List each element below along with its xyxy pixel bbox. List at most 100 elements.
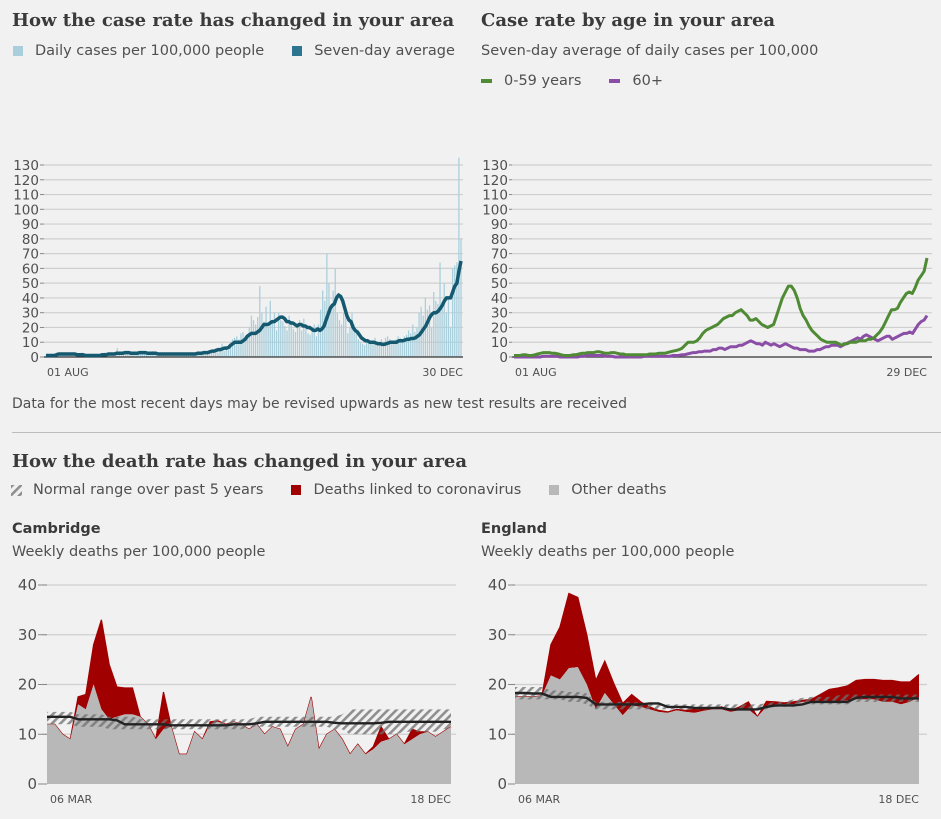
deaths-england-chart: 0 10 20 30 40 06 MAR 18 DEC [488,576,927,806]
daily-cases-bar [244,342,246,357]
hatch-icon [11,484,22,496]
daily-cases-bar [319,309,322,357]
daily-cases-bar [382,342,385,357]
daily-cases-bar [139,354,141,357]
daily-cases-bar [351,312,353,357]
daily-cases-bar [330,305,332,357]
daily-cases-bar [326,253,328,357]
y-tick-label: 100 [13,202,39,218]
daily-cases-bar [252,320,255,357]
daily-cases-bar [223,351,225,357]
daily-cases-bar [259,286,261,357]
daily-cases-bar [280,320,282,357]
x-tick-label-start: 01 AUG [515,366,557,379]
daily-cases-bar [458,157,460,357]
daily-cases-bar [217,352,219,357]
y-tick-label: 130 [482,158,508,174]
case-rate-legend: Daily cases per 100,000 people Seven-day… [13,43,483,59]
y-tick-label: 130 [13,158,39,174]
daily-cases-bar [296,327,299,357]
y-tick-label: 80 [491,232,508,248]
legend-label: Daily cases per 100,000 people [35,43,265,59]
daily-cases-bar [401,339,403,357]
x-tick-label-start: 01 AUG [47,366,89,379]
daily-cases-bar [238,339,240,357]
daily-cases-bar [227,349,229,357]
daily-cases-bar [267,327,269,357]
panel-subtitle-cambridge: Weekly deaths per 100,000 people [12,544,266,560]
daily-cases-bar [66,355,68,357]
y-tick-label: 60 [491,261,508,277]
age-rate-subtitle: Seven-day average of daily cases per 100… [481,43,819,59]
daily-cases-bar [303,318,305,357]
daily-cases-bar [349,327,351,357]
y-tick-label: 50 [22,276,39,292]
y-tick-label: 10 [491,335,508,351]
daily-cases-bar [156,354,158,357]
daily-cases-bar [391,340,393,357]
daily-cases-bar [284,325,286,357]
death-rate-legend: Normal range over past 5 years Deaths li… [11,482,695,498]
y-tick-label: 10 [22,335,39,351]
daily-cases-bar [240,333,242,357]
daily-cases-bar [422,315,424,357]
daily-cases-bar [234,337,236,357]
daily-cases-bar [412,324,414,357]
legend-item-60-plus: 60+ [609,73,663,89]
daily-cases-bar [108,355,110,357]
daily-cases-bar [313,324,315,357]
daily-cases-bar [292,328,294,357]
daily-cases-bar [231,339,234,357]
y-tick-label: 110 [482,188,508,204]
data-revision-note: Data for the most recent days may be rev… [12,396,627,412]
average-deaths-line [515,691,919,711]
daily-cases-bar [405,334,408,357]
legend-label: Deaths linked to coronavirus [313,482,522,498]
y-tick-label: 80 [22,232,39,248]
legend-label: Normal range over past 5 years [33,482,264,498]
daily-cases-bar [389,339,391,357]
y-tick-label: 40 [22,291,39,307]
age-rate-title: Case rate by age in your area [481,10,776,31]
other-deaths-swatch-icon [549,485,560,495]
daily-cases-bar [449,327,452,357]
daily-cases-bar [263,321,265,357]
daily-cases-bar [410,333,412,357]
series-60-plus-line [514,314,929,359]
daily-cases-bar [437,303,439,357]
daily-cases-bar [361,343,364,357]
daily-cases-bar [435,300,437,357]
y-tick-label: 70 [491,247,508,263]
x-tick-label-start: 06 MAR [518,793,561,806]
daily-cases-bar [137,354,139,357]
daily-cases-bar [336,312,338,357]
daily-cases-bar [342,312,345,357]
daily-cases-bar [384,337,387,357]
daily-cases-bar [189,355,192,357]
daily-cases-bar [236,336,238,357]
daily-cases-bar [246,334,248,357]
daily-cases-bar [242,331,244,357]
daily-cases-bar [183,355,185,357]
daily-cases-bar [399,337,401,357]
average-deaths-line [47,715,451,727]
daily-cases-bar [445,312,447,357]
daily-cases-bar [148,354,150,357]
y-tick-label: 0 [497,775,507,793]
daily-cases-bar [196,354,198,357]
panel-subtitle-england: Weekly deaths per 100,000 people [481,544,735,560]
daily-cases-bar [332,290,334,357]
daily-cases-bar [204,354,206,357]
y-tick-label: 120 [482,173,508,189]
legend-label: Other deaths [571,482,667,498]
case-rate-title: How the case rate has changed in your ar… [12,10,455,31]
y-tick-label: 0 [499,350,508,366]
y-tick-label: 30 [491,306,508,322]
panel-title-england: England [481,521,548,537]
daily-cases-bar [294,331,297,357]
legend-item-daily-cases: Daily cases per 100,000 people [13,43,264,59]
daily-cases-bar [359,342,362,357]
daily-cases-bar [441,305,443,357]
daily-cases-bar [286,330,288,357]
